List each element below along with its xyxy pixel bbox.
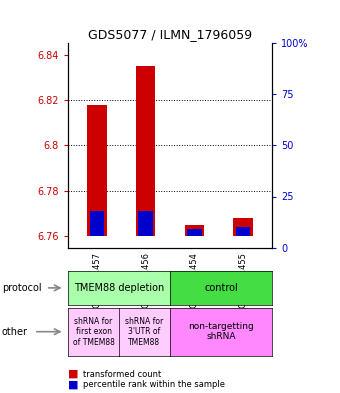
Text: transformed count: transformed count bbox=[83, 370, 162, 378]
Bar bbox=[187, 230, 202, 236]
Text: protocol: protocol bbox=[2, 283, 41, 293]
Text: ■: ■ bbox=[68, 369, 79, 379]
Text: percentile rank within the sample: percentile rank within the sample bbox=[83, 380, 225, 389]
Text: other: other bbox=[2, 327, 28, 337]
Bar bbox=[136, 66, 155, 236]
Bar bbox=[185, 225, 204, 236]
Text: TMEM88 depletion: TMEM88 depletion bbox=[74, 283, 164, 293]
Bar bbox=[90, 211, 104, 236]
Text: non-targetting
shRNA: non-targetting shRNA bbox=[188, 322, 254, 342]
Title: GDS5077 / ILMN_1796059: GDS5077 / ILMN_1796059 bbox=[88, 28, 252, 40]
Text: ■: ■ bbox=[68, 379, 79, 389]
Text: control: control bbox=[204, 283, 238, 293]
Bar bbox=[138, 211, 153, 236]
Bar bbox=[236, 227, 250, 236]
Text: shRNA for
3'UTR of
TMEM88: shRNA for 3'UTR of TMEM88 bbox=[125, 317, 164, 347]
Bar bbox=[233, 218, 253, 236]
Bar bbox=[87, 105, 107, 236]
Text: shRNA for
first exon
of TMEM88: shRNA for first exon of TMEM88 bbox=[72, 317, 115, 347]
